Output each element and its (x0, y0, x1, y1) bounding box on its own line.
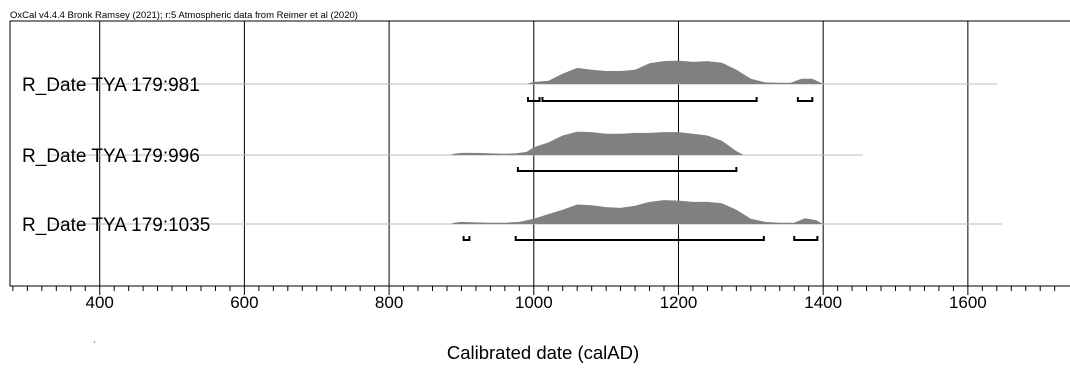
probability-density (450, 200, 824, 224)
tick-label: 1200 (660, 293, 698, 312)
probability-density (450, 131, 744, 155)
hpd-range-bracket (516, 167, 738, 172)
date-rows: R_Date TYA 179:981 R_Date TYA 179:996 R_Da… (22, 60, 1003, 241)
tick-label: 600 (230, 293, 258, 312)
tick-label: 800 (375, 293, 403, 312)
plot-frame (9, 20, 1070, 287)
date-row: R_Date TYA 179:981 (22, 60, 997, 102)
date-label: R_Date TYA 179:1035 (22, 215, 210, 236)
stray-mark (93, 340, 96, 344)
date-row: R_Date TYA 179:1035 (22, 200, 1003, 241)
date-row: R_Date TYA 179:996 (22, 131, 863, 172)
probability-density (526, 60, 824, 84)
x-axis: 400 600 800 1000 1200 1400 1600 (12, 286, 1056, 312)
chart-header: OxCal v4.4.4 Bronk Ramsey (2021); r:5 At… (10, 10, 358, 21)
tick-label: 1400 (804, 293, 842, 312)
hpd-range-bracket (462, 236, 471, 241)
hpd-range-bracket (796, 97, 814, 102)
x-axis-label: Calibrated date (calAD) (447, 342, 639, 363)
hpd-range-bracket (541, 97, 758, 102)
date-label: R_Date TYA 179:996 (22, 146, 200, 167)
tick-label: 400 (86, 293, 114, 312)
tick-label: 1000 (515, 293, 553, 312)
tick-label: 1600 (949, 293, 987, 312)
date-label: R_Date TYA 179:981 (22, 75, 200, 96)
hpd-range-bracket (514, 236, 765, 241)
hpd-range-bracket (793, 236, 819, 241)
hpd-range-bracket (526, 97, 541, 102)
